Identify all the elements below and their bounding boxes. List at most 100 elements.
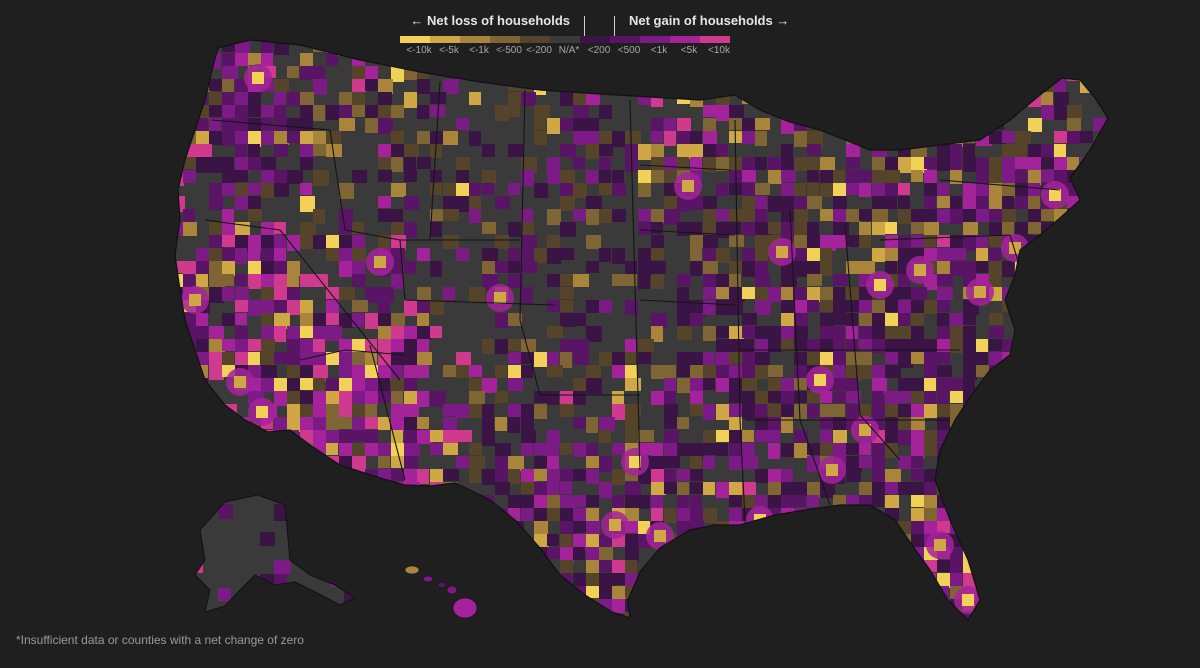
county-cell bbox=[599, 248, 611, 262]
county-cell bbox=[586, 131, 599, 145]
county-cell bbox=[1015, 300, 1030, 313]
county-cell bbox=[313, 391, 329, 406]
county-cell bbox=[495, 456, 508, 471]
county-cell bbox=[378, 521, 390, 536]
county-cell bbox=[950, 495, 964, 507]
county-cell bbox=[482, 222, 496, 234]
county-cell bbox=[1080, 79, 1096, 93]
county-cell bbox=[833, 586, 846, 602]
county-cell bbox=[820, 339, 834, 352]
county-cell bbox=[1015, 417, 1029, 430]
county-cell bbox=[1080, 261, 1096, 273]
county-cell bbox=[963, 183, 979, 196]
county-cell bbox=[768, 560, 783, 576]
county-cell bbox=[976, 547, 992, 562]
county-cell bbox=[612, 495, 624, 511]
county-cell bbox=[300, 53, 313, 67]
county-cell bbox=[391, 157, 403, 172]
county-cell bbox=[625, 339, 637, 354]
county-cell bbox=[651, 248, 664, 260]
county-cell bbox=[729, 456, 745, 470]
county-cell bbox=[755, 404, 767, 418]
county-cell bbox=[898, 352, 913, 368]
county-cell bbox=[1080, 469, 1095, 481]
county-cell bbox=[768, 599, 781, 612]
legend-loss-heading: ← Net loss of households bbox=[410, 13, 570, 28]
county-cell bbox=[391, 599, 403, 615]
county-cell bbox=[209, 79, 225, 91]
county-cell bbox=[287, 482, 299, 494]
county-cell bbox=[248, 261, 263, 277]
county-cell bbox=[508, 404, 521, 417]
county-cell bbox=[963, 326, 976, 339]
county-cell bbox=[794, 92, 806, 107]
county-cell bbox=[625, 417, 639, 432]
county-cell bbox=[339, 92, 354, 108]
county-cell bbox=[326, 521, 338, 535]
county-cell bbox=[807, 482, 823, 498]
county-cell bbox=[430, 222, 442, 237]
county-cell bbox=[1002, 482, 1017, 496]
county-cell bbox=[677, 521, 690, 537]
county-cell bbox=[300, 274, 315, 287]
county-cell bbox=[885, 79, 897, 93]
county-cell bbox=[586, 326, 602, 342]
county-cell bbox=[729, 261, 742, 274]
county-cell bbox=[560, 521, 576, 534]
county-cell bbox=[911, 469, 927, 481]
county-cell bbox=[1028, 326, 1040, 341]
county-cell bbox=[1041, 261, 1056, 273]
county-cell bbox=[495, 443, 511, 459]
county-cell bbox=[456, 456, 472, 468]
county-cell bbox=[183, 157, 198, 169]
county-cell bbox=[625, 300, 638, 315]
county-cell bbox=[937, 391, 949, 407]
county-cell bbox=[222, 352, 234, 366]
county-cell bbox=[690, 482, 704, 494]
county-cell bbox=[417, 521, 431, 535]
county-cell bbox=[924, 300, 938, 314]
county-cell bbox=[937, 573, 953, 588]
county-cell bbox=[742, 248, 756, 263]
county-cell bbox=[781, 326, 794, 342]
county-cell bbox=[586, 92, 600, 105]
county-cell bbox=[742, 261, 757, 277]
county-cell bbox=[365, 378, 379, 391]
county-cell bbox=[651, 391, 666, 405]
county-cell bbox=[833, 300, 846, 315]
county-cell bbox=[404, 261, 416, 274]
county-cell bbox=[781, 144, 793, 157]
county-cell bbox=[599, 456, 612, 472]
county-cell bbox=[638, 430, 654, 442]
county-cell bbox=[547, 274, 560, 287]
county-cell bbox=[417, 365, 429, 378]
county-cell bbox=[846, 235, 861, 247]
county-cell bbox=[1028, 274, 1042, 286]
county-cell bbox=[937, 261, 951, 274]
county-cell bbox=[330, 532, 347, 549]
county-cell bbox=[1015, 131, 1031, 146]
county-cell bbox=[378, 339, 393, 354]
county-cell bbox=[287, 326, 303, 340]
county-cell bbox=[859, 339, 875, 351]
county-cell bbox=[235, 313, 247, 325]
county-cell bbox=[469, 469, 481, 483]
county-cell bbox=[378, 495, 394, 510]
county-cell bbox=[872, 209, 888, 222]
county-cell bbox=[1002, 261, 1014, 277]
county-cell bbox=[417, 547, 430, 562]
county-cell bbox=[378, 378, 390, 392]
county-cell bbox=[209, 339, 225, 353]
metro-core-loss bbox=[609, 519, 621, 531]
county-cell bbox=[443, 469, 459, 481]
county-cell bbox=[911, 222, 925, 234]
county-cell bbox=[508, 365, 522, 379]
county-cell bbox=[820, 118, 834, 130]
county-cell bbox=[248, 274, 263, 289]
county-cell bbox=[898, 235, 911, 250]
metro-core-loss bbox=[682, 180, 694, 192]
county-cell bbox=[300, 92, 314, 108]
county-cell bbox=[651, 508, 663, 522]
county-cell bbox=[898, 313, 910, 328]
county-cell bbox=[1054, 131, 1068, 143]
